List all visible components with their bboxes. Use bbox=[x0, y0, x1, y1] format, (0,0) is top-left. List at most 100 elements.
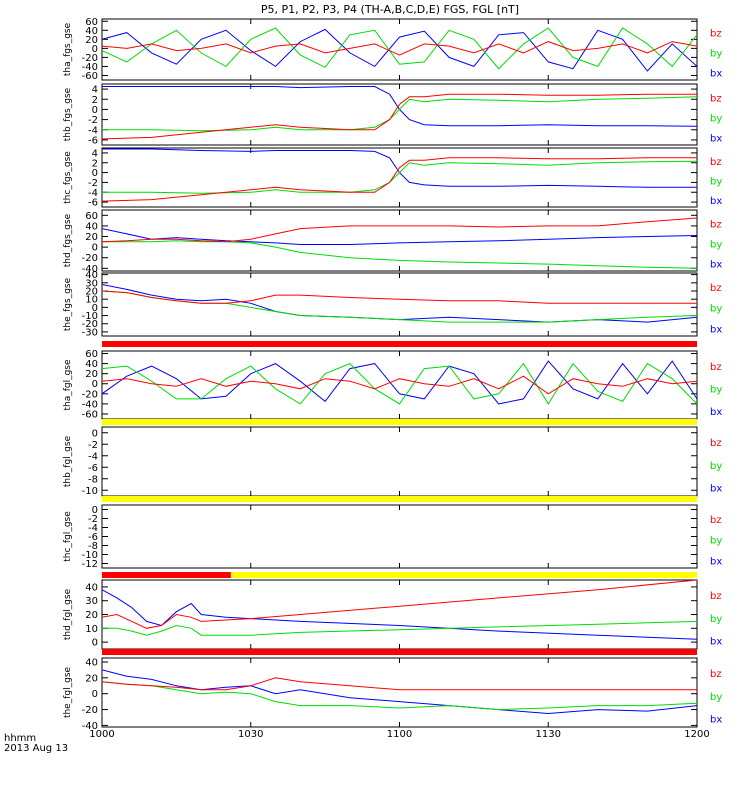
y-tick-label: -2 bbox=[88, 514, 98, 525]
y-tick-label: 4 bbox=[92, 148, 98, 159]
time-axis-date: 2013 Aug 13 bbox=[4, 743, 68, 754]
status-bar bbox=[102, 496, 697, 502]
x-tick-label: 1000 bbox=[89, 729, 114, 740]
legend-bz: bz bbox=[710, 438, 722, 449]
y-tick-label: 0 bbox=[92, 243, 98, 254]
y-tick-label: 0 bbox=[92, 428, 98, 439]
y-axis-label: thc_fgs_gse bbox=[63, 151, 73, 204]
y-tick-label: -60 bbox=[82, 409, 98, 420]
y-tick-label: 2 bbox=[92, 158, 98, 169]
legend-by: by bbox=[710, 49, 722, 60]
y-tick-label: 60 bbox=[85, 17, 98, 28]
legend-by: by bbox=[710, 614, 722, 625]
legend-bz: bz bbox=[710, 283, 722, 294]
y-tick-label: -20 bbox=[82, 53, 98, 64]
y-tick-label: 0 bbox=[92, 168, 98, 179]
y-tick-label: 20 bbox=[85, 610, 98, 621]
y-tick-label: -20 bbox=[82, 253, 98, 264]
y-tick-label: -12 bbox=[82, 559, 98, 570]
y-tick-label: 20 bbox=[85, 287, 98, 298]
series-line-bx bbox=[102, 589, 697, 640]
legend-by: by bbox=[710, 240, 722, 251]
y-tick-label: 2 bbox=[92, 95, 98, 106]
y-tick-label: 0 bbox=[92, 44, 98, 55]
x-tick-label: 1130 bbox=[536, 729, 561, 740]
series-line-bz bbox=[102, 677, 697, 691]
x-tick-label: 1100 bbox=[387, 729, 412, 740]
y-tick-label: -6 bbox=[88, 532, 98, 543]
series-line-bz bbox=[102, 580, 697, 629]
panel-frame bbox=[101, 426, 698, 497]
panel-frame bbox=[101, 83, 698, 146]
time-axis-label: hhmm bbox=[4, 733, 36, 744]
legend-bx: bx bbox=[710, 637, 722, 648]
series-line-by bbox=[102, 620, 697, 636]
y-axis-label: thb_fgs_gse bbox=[63, 87, 73, 141]
y-axis-label: tha_fgs_gse bbox=[63, 22, 73, 76]
y-tick-label: -10 bbox=[82, 550, 98, 561]
legend-bx: bx bbox=[710, 134, 722, 145]
legend-bz: bz bbox=[710, 362, 722, 373]
legend-bx: bx bbox=[710, 69, 722, 80]
y-tick-label: -40 bbox=[82, 399, 98, 410]
legend-bx: bx bbox=[710, 407, 722, 418]
y-tick-label: -8 bbox=[88, 541, 98, 552]
panel-frame bbox=[101, 579, 698, 650]
series-line-by bbox=[102, 240, 697, 269]
status-bar bbox=[102, 649, 697, 655]
legend-bx: bx bbox=[710, 260, 722, 271]
legend-bz: bz bbox=[710, 669, 722, 680]
y-tick-label: -4 bbox=[88, 125, 98, 136]
y-axis-label: thc_fgl_gse bbox=[63, 511, 73, 562]
legend-by: by bbox=[710, 114, 722, 125]
panel-thd_fgl_gse: 40 30 20 10 0 thd_fgl_gse bz by bx bbox=[63, 579, 722, 650]
y-tick-label: -20 bbox=[82, 705, 98, 716]
panel-frame bbox=[101, 147, 698, 208]
legend-bz: bz bbox=[710, 157, 722, 168]
legend-bx: bx bbox=[710, 715, 722, 726]
y-tick-label: 20 bbox=[85, 35, 98, 46]
y-tick-label: -20 bbox=[82, 319, 98, 330]
y-axis-label: thd_fgs_gse bbox=[63, 213, 73, 267]
page-title: P5, P1, P2, P3, P4 (TH-A,B,C,D,E) FGS, F… bbox=[261, 3, 519, 16]
y-tick-label: 40 bbox=[85, 270, 98, 281]
status-bar bbox=[102, 341, 697, 347]
y-tick-label: -60 bbox=[82, 71, 98, 82]
series-line-bx bbox=[102, 360, 697, 405]
series-line-bz bbox=[102, 290, 697, 304]
status-bar bbox=[102, 572, 231, 578]
legend-by: by bbox=[710, 536, 722, 547]
y-tick-label: 40 bbox=[85, 26, 98, 37]
series-line-bx bbox=[102, 228, 697, 245]
series-line-bz bbox=[102, 375, 697, 395]
legend-bx: bx bbox=[710, 196, 722, 207]
y-tick-label: 40 bbox=[85, 221, 98, 232]
y-tick-label: 0 bbox=[92, 303, 98, 314]
y-tick-label: 10 bbox=[85, 295, 98, 306]
legend-bx: bx bbox=[710, 324, 722, 335]
y-tick-label: 40 bbox=[85, 582, 98, 593]
y-tick-label: 60 bbox=[85, 349, 98, 360]
series-line-bx bbox=[102, 148, 697, 188]
panel-thc_fgl_gse: 0-2-4-6-8-10-12 thc_fgl_gse bz by bx bbox=[63, 504, 722, 570]
y-tick-label: -40 bbox=[82, 62, 98, 73]
y-axis-label: thb_fgl_gse bbox=[63, 435, 73, 487]
panel-the_fgl_gse: 40 20 0 -20 -40 the_fgl_gse bz by bx bbox=[63, 657, 722, 731]
legend-bz: bz bbox=[710, 28, 722, 39]
y-tick-label: 10 bbox=[85, 624, 98, 635]
series-line-by bbox=[102, 362, 697, 405]
legend-bz: bz bbox=[710, 515, 722, 526]
y-tick-label: -4 bbox=[88, 188, 98, 199]
y-axis-label: tha_fgl_gse bbox=[63, 359, 73, 411]
legend-bz: bz bbox=[710, 93, 722, 104]
series-line-bx bbox=[102, 86, 697, 127]
y-tick-label: 30 bbox=[85, 278, 98, 289]
y-tick-label: 30 bbox=[85, 596, 98, 607]
y-tick-label: 20 bbox=[85, 232, 98, 243]
status-bar bbox=[102, 419, 697, 425]
